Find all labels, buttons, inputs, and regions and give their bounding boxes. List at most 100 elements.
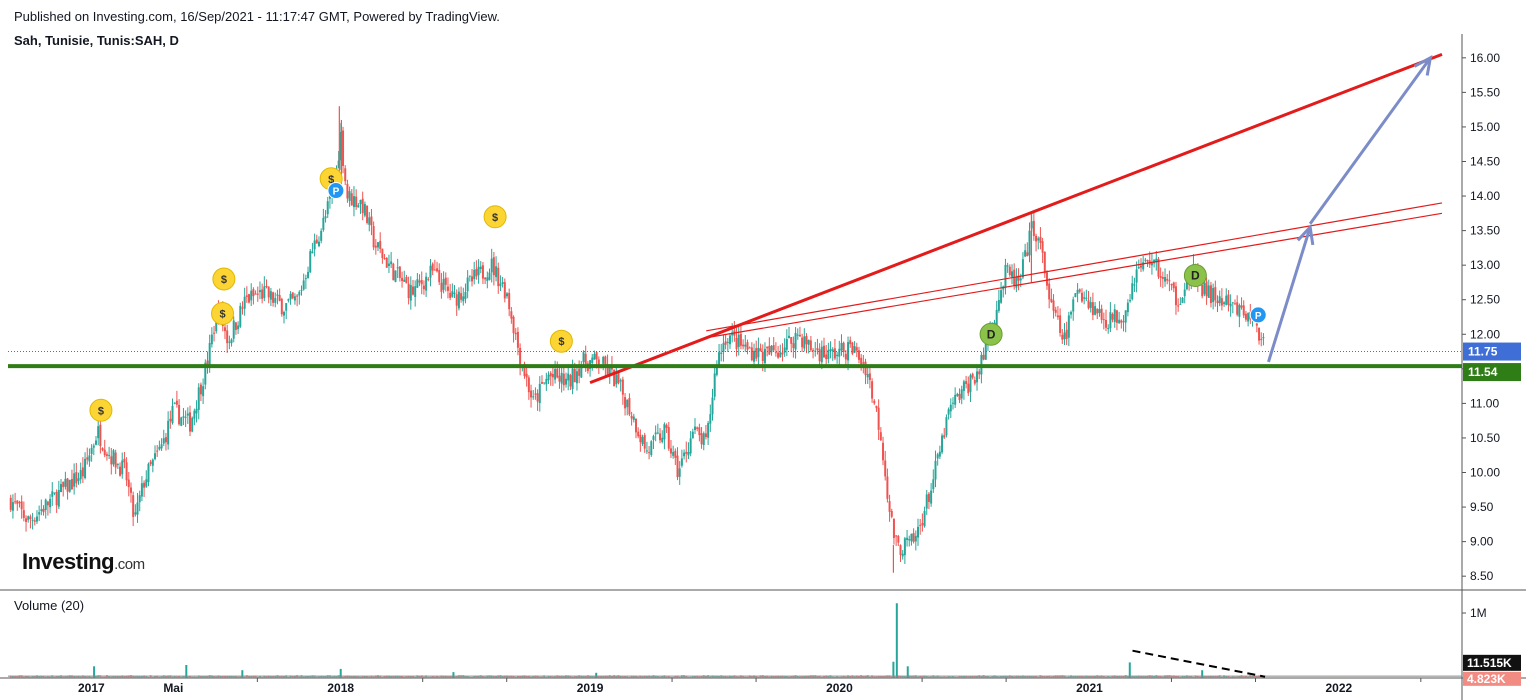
trendline-resistance[interactable] [589, 52, 1443, 385]
candle-body [300, 289, 303, 291]
volume-bar [53, 676, 56, 678]
candle-body [250, 290, 253, 301]
candle-body [481, 265, 484, 279]
price-axis[interactable]: 16.00 15.50 15.00 14.50 14.00 13.50 13.00 12.50… [1462, 51, 1500, 620]
dividend-d-marker[interactable] [979, 322, 1003, 346]
candle-body [188, 412, 191, 432]
volume-bar [921, 675, 924, 678]
candle-body [798, 334, 801, 337]
volume-bar [879, 676, 882, 678]
candle-body [1050, 298, 1053, 302]
candle-body [134, 512, 137, 515]
volume-bar [49, 676, 52, 678]
candle-body [932, 479, 935, 490]
volume-bar [335, 675, 338, 678]
candle-body [755, 348, 758, 359]
candle-body [615, 374, 618, 385]
volume-bar [449, 676, 452, 678]
candle-body [1181, 297, 1184, 303]
volume-bar [31, 676, 34, 678]
candle-body [766, 346, 769, 349]
candle-body [33, 520, 36, 522]
volume-bar [123, 676, 126, 678]
volume-bar [1074, 675, 1077, 678]
channel-upper-line[interactable] [706, 202, 1443, 332]
candle-body [272, 292, 275, 303]
volume-spike [93, 666, 96, 678]
p-marker[interactable] [1249, 306, 1267, 324]
candle-body [1166, 278, 1169, 281]
projection-arrow-1[interactable] [1267, 226, 1312, 363]
candle-body [1205, 281, 1208, 297]
volume-bar [1194, 675, 1197, 678]
candle-body [818, 349, 821, 362]
volume-bar [626, 676, 629, 678]
dividend-marker[interactable] [483, 205, 507, 229]
volume-bar [949, 676, 952, 678]
volume-bar [1050, 676, 1053, 678]
dividend-marker[interactable] [212, 267, 236, 291]
time-axis[interactable]: 2017 Mai 2018 2019 2020 2021 2022 [78, 678, 1422, 695]
volume-bar [1244, 675, 1247, 678]
candle-body [895, 535, 898, 537]
volume-bar [1258, 675, 1261, 678]
dividend-marker[interactable] [549, 329, 573, 353]
channel-lower-line[interactable] [706, 212, 1443, 339]
volume-bar [753, 675, 756, 678]
candle-body [857, 350, 860, 360]
candle-body [816, 348, 819, 351]
projection-arrow-2-head[interactable] [1413, 55, 1433, 76]
candle-body [532, 396, 535, 398]
candle-body [125, 462, 128, 481]
volume-spike [452, 672, 455, 678]
volume-bar [897, 675, 900, 678]
candle-body [936, 454, 939, 459]
projection-arrow-2[interactable] [1308, 56, 1432, 225]
volume-bar [864, 675, 867, 678]
candle-body [916, 526, 919, 538]
volume-trend-dashed[interactable] [1132, 649, 1266, 678]
candle-body [674, 450, 677, 458]
dividend-marker[interactable] [89, 398, 113, 422]
candle-body [661, 437, 664, 442]
candle-body [1045, 272, 1048, 286]
candle-body [103, 449, 106, 456]
dividend-marker[interactable] [211, 302, 235, 326]
candle-body [86, 457, 89, 460]
volume-bar [785, 676, 788, 678]
candle-body [1056, 315, 1059, 318]
candle-body [724, 341, 727, 345]
volume-bar [637, 676, 640, 678]
price-tick-label: 15.00 [1470, 120, 1500, 134]
candle-body [16, 500, 19, 504]
p-marker[interactable] [327, 182, 345, 200]
candle-body [442, 278, 445, 290]
candle-body [694, 426, 697, 431]
candle-body [748, 347, 751, 349]
volume-bar [989, 676, 992, 678]
volume-bar [857, 676, 860, 678]
candle-body [499, 283, 502, 286]
candle-body [9, 497, 12, 510]
volume-bar [665, 676, 668, 678]
volume-bar [750, 675, 753, 678]
volume-bar [9, 675, 12, 678]
volume-down-badge-text: 4.823K [1467, 672, 1506, 686]
candle-body [1223, 302, 1226, 305]
volume-bar [713, 675, 716, 678]
candle-body [252, 289, 255, 297]
candle-body [374, 245, 377, 248]
volume-bar [569, 675, 572, 678]
candle-body [862, 362, 865, 364]
investing-logo: Investing.com [22, 549, 145, 575]
volume-bar [691, 676, 694, 678]
projection-arrow-1-head[interactable] [1296, 223, 1315, 246]
volume-bar [805, 675, 808, 678]
drawings[interactable] [8, 52, 1462, 678]
volume-bar [252, 675, 255, 678]
volume-bar [822, 675, 825, 678]
candle-body [385, 258, 388, 268]
dividend-d-marker[interactable] [1183, 264, 1207, 288]
